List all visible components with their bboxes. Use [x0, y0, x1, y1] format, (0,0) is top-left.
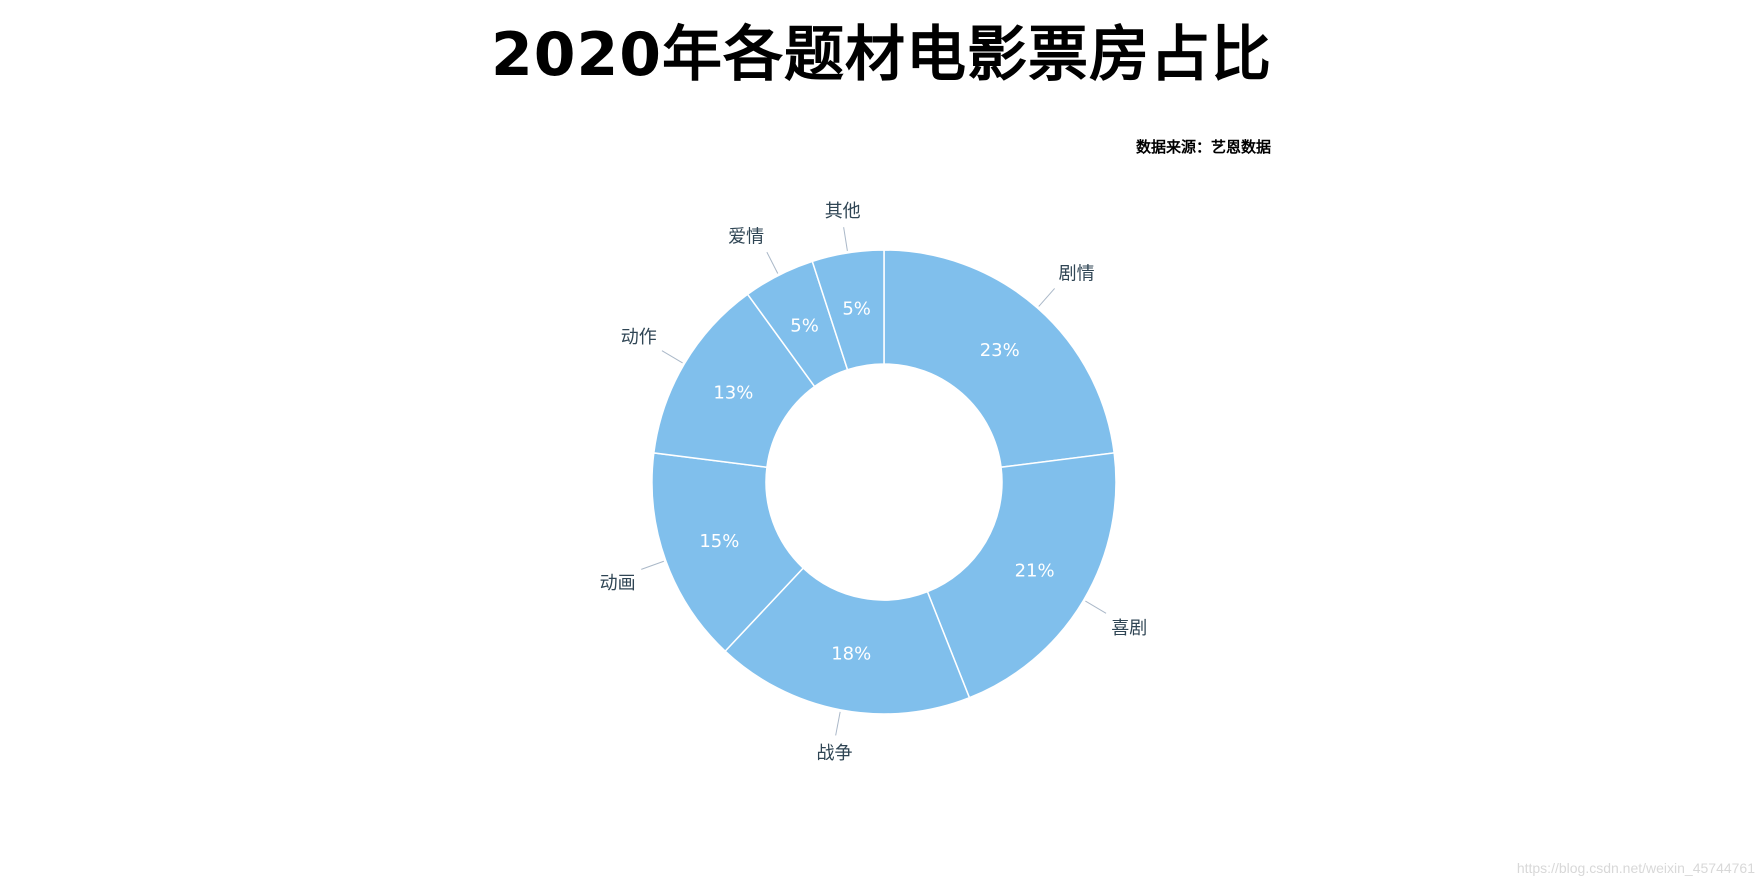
- slice-category-label: 动作: [621, 327, 657, 348]
- slice-1[interactable]: [926, 452, 1117, 699]
- leader-line: [766, 251, 779, 274]
- slice-percent-label: 23%: [980, 340, 1020, 361]
- data-source-note: 数据来源：艺恩数据: [1135, 138, 1271, 156]
- page-title: 2020年各题材电影票房占比: [491, 20, 1272, 90]
- watermark: https://blog.csdn.net/weixin_45744761: [1516, 860, 1755, 876]
- slice-6[interactable]: [811, 249, 885, 371]
- slice-2[interactable]: [724, 566, 971, 715]
- leader-lines: [641, 227, 1107, 736]
- slice-percent-label: 5%: [790, 316, 819, 337]
- leader-line: [641, 560, 665, 570]
- slice-0[interactable]: [883, 249, 1116, 469]
- slice-category-label: 喜剧: [1111, 618, 1147, 639]
- donut-slices: [651, 249, 1117, 715]
- leader-line: [1085, 600, 1107, 614]
- slice-3[interactable]: [651, 452, 805, 653]
- slice-percent-label: 15%: [699, 531, 739, 552]
- slice-percent-label: 21%: [1015, 561, 1055, 582]
- slice-percent-label: 13%: [713, 382, 753, 403]
- percent-labels: 23% 21% 18% 15% 13% 5% 5%: [699, 299, 1054, 665]
- slice-category-label: 剧情: [1059, 263, 1095, 284]
- leader-line: [843, 227, 848, 251]
- slice-category-label: 战争: [817, 743, 853, 764]
- slice-percent-label: 18%: [831, 643, 871, 664]
- leader-line: [835, 711, 841, 736]
- leader-line: [661, 350, 683, 364]
- slice-percent-label: 5%: [842, 299, 871, 320]
- slice-category-label: 其他: [825, 201, 861, 222]
- slice-category-label: 爱情: [728, 226, 764, 247]
- leader-line: [1038, 288, 1055, 307]
- slice-category-label: 动画: [600, 573, 636, 594]
